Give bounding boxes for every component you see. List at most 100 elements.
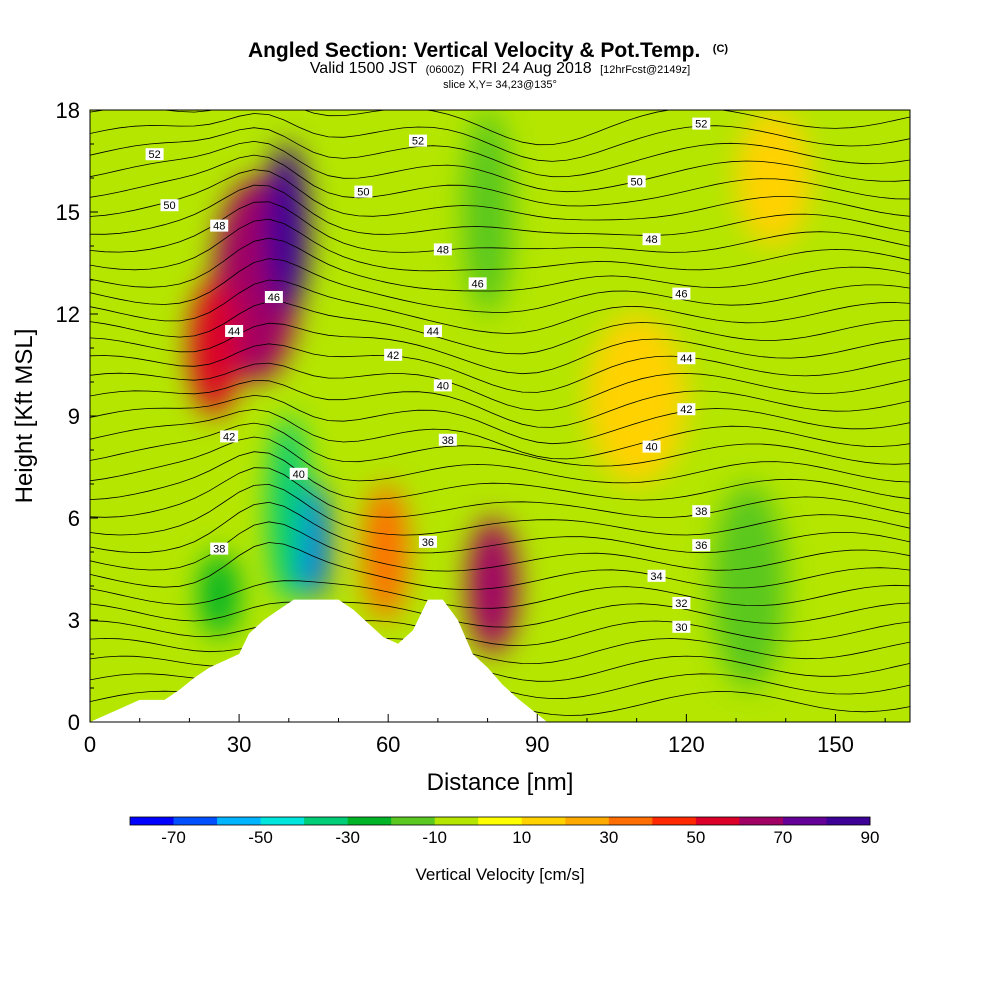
contour-label-bg [433,379,452,392]
theta-contour [90,620,910,647]
y-axis-title: Height [Kft MSL] [11,329,38,504]
contour-label: 40 [433,379,452,392]
x-tick-label: 30 [227,732,251,757]
y-tick-label: 18 [56,98,80,123]
theta-contour [90,322,910,375]
colorbar-swatch [826,817,871,825]
velocity-cell [467,518,518,654]
contour-label-bg [289,467,308,480]
theta-contour [90,201,910,253]
colorbar-title: Vertical Velocity [cm/s] [415,865,584,884]
contour-label: 52 [409,134,427,148]
contour-label: 36 [418,535,437,549]
contour-label-text: 52 [148,149,160,161]
chart-subtitle: Valid 1500 JST (0600Z) FRI 24 Aug 2018 [… [310,60,690,77]
contour-label-bg [672,287,691,300]
colorbar-swatch [478,817,523,825]
contour-label-bg [647,569,666,582]
contour-label-text: 46 [472,278,484,290]
contour-label: 40 [289,467,308,481]
contour-label-bg [692,117,711,130]
contour-label: 42 [220,430,239,443]
chart-title-block: Angled Section: Vertical Velocity & Pot.… [248,39,728,91]
colorbar-swatch [347,817,392,825]
contour-label-text: 44 [427,326,439,338]
contour-label-bg [210,542,229,555]
colorbar-tick-label: 90 [861,828,880,847]
contour-label-bg [210,219,229,232]
contour-label-text: 42 [223,431,235,443]
y-tick-label: 6 [68,506,80,531]
colorbar-swatch [391,817,436,825]
contour-label: 46 [264,291,283,304]
y-tick-label: 0 [68,710,80,735]
velocity-cell [736,110,811,246]
velocity-cell [199,552,240,637]
contour-label: 48 [210,219,229,233]
contour-label: 52 [692,117,711,131]
contour-label-bg [225,325,244,337]
slice-label: slice X,Y= 34,23@135° [443,79,557,91]
contour-label-bg [354,185,373,198]
y-tick-label: 12 [56,302,80,327]
theta-contour [90,113,910,162]
theta-contour [90,467,910,518]
contour-label: 42 [384,348,403,362]
contour-label-bg [672,597,691,609]
contour-label-text: 34 [650,571,662,583]
colorbar-swatch [652,817,697,825]
contour-label-bg [642,233,661,246]
theta-contour [90,483,910,536]
y-axis: 0 3 6 9 12 15 18 [56,98,98,735]
contour-label-bg [627,175,646,188]
colorbar-tick-label: 70 [773,828,792,847]
colorbar: -70 -50 -30 -10 10 30 50 70 90 [129,816,880,847]
theta-contour [90,237,910,292]
contour-label-text: 30 [675,622,687,634]
potential-temperature-contours [90,110,910,716]
colorbar-swatch [695,817,740,825]
theta-contour [90,279,910,334]
colorbar-swatch [608,817,653,825]
colorbar-tick-label: 30 [599,828,618,847]
contour-label-text: 48 [645,234,657,246]
contour-label-text: 52 [695,119,707,131]
contour-label-text: 36 [422,537,434,549]
colorbar-tick-label: -50 [248,828,273,847]
theta-contour [90,169,910,221]
contour-label-bg [418,535,437,548]
plot-area: 52 52 52 50 50 50 48 48 48 46 46 46 44 44 44 42 42 42 40 40… [90,110,910,722]
contour-label-bg [642,440,661,453]
contour-label: 38 [210,542,229,556]
colorbar-swatch [260,817,305,825]
colorbar-tick-label: -30 [335,828,360,847]
contour-label-bg [145,148,164,161]
colorbar-tick-label: -70 [161,828,186,847]
colorbar-tick-label: 50 [686,828,705,847]
theta-contour [90,110,910,146]
theta-contour [90,218,910,272]
contour-label-bg [423,325,442,337]
contour-label: 44 [423,325,442,338]
theta-contour [90,301,910,355]
theta-contour [90,127,910,178]
contour-label: 38 [692,505,711,518]
contour-label-text: 48 [213,221,225,233]
theta-contour [90,343,910,393]
contour-label-text: 38 [442,435,454,447]
contour-label-text: 40 [293,469,305,481]
theta-contour [90,140,910,193]
contour-label-text: 50 [163,200,175,212]
contour-label-bg [384,348,403,361]
contour-label-text: 50 [357,187,369,199]
contour-label-text: 36 [695,540,707,552]
contour-label: 38 [438,433,457,447]
x-tick-label: 150 [817,732,854,757]
theta-contour [90,394,910,445]
theta-contour [90,637,910,665]
contour-label: 50 [627,175,646,188]
contour-label-text: 46 [675,289,687,301]
contour-label-text: 42 [387,350,399,362]
contour-label-bg [692,539,711,552]
contour-label: 48 [433,243,452,256]
